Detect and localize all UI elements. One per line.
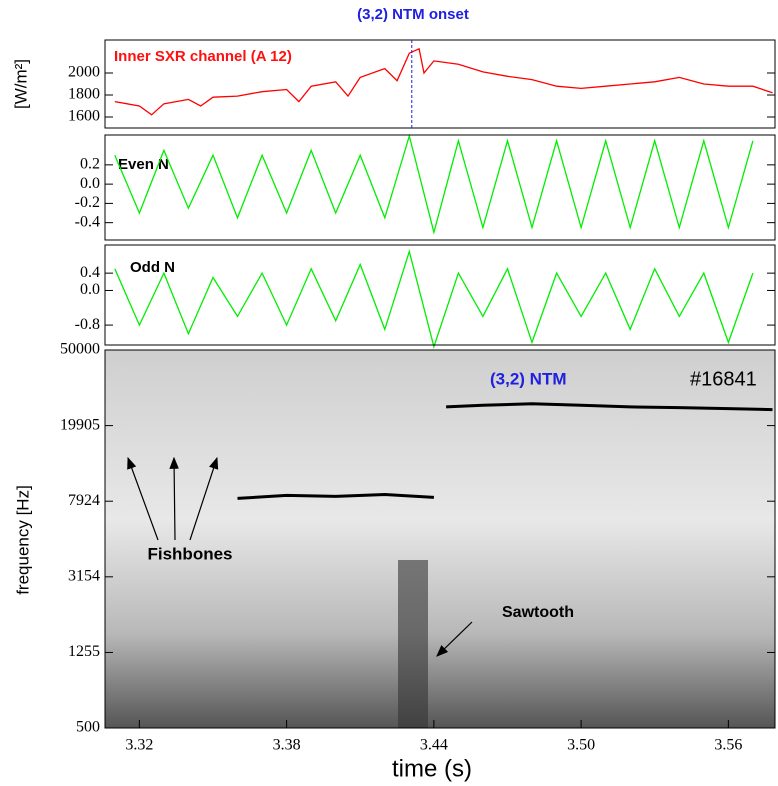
arrow: [189, 456, 219, 541]
y-tick-label: 7924: [68, 492, 100, 509]
panel-frame: [104, 39, 776, 129]
annotation: Inner SXR channel (A 12): [114, 48, 292, 65]
y-tick-label: -0.4: [75, 213, 100, 230]
y-tick-label: 0.0: [80, 175, 100, 192]
y-tick-label: 50000: [60, 341, 100, 358]
y-tick-label: 3154: [68, 567, 100, 584]
mode-trace: [446, 402, 773, 412]
x-tick-label: 3.50: [567, 737, 595, 754]
arrow: [169, 456, 179, 541]
signal-line: [114, 133, 754, 235]
y-tick-label: 1600: [68, 108, 100, 125]
shot-label: #16841: [690, 368, 757, 390]
x-tick-label: 3.44: [420, 737, 448, 754]
x-axis-label: time (s): [392, 755, 472, 782]
signal-line: [114, 249, 754, 349]
spectrogram-background: [105, 350, 775, 728]
y-tick-label: -0.8: [75, 316, 100, 333]
arrow: [127, 456, 159, 541]
y-tick-label: 1255: [68, 643, 100, 660]
mode-trace: [237, 492, 434, 500]
x-tick-label: 3.38: [273, 737, 301, 754]
panel-frame: [104, 349, 776, 729]
arrow: [436, 621, 473, 657]
annotation: Odd N: [130, 259, 175, 276]
y-tick-label: 0.0: [80, 281, 100, 298]
y-tick-label: 2000: [68, 64, 100, 81]
panel-frame: [104, 134, 776, 241]
x-tick-label: 3.32: [125, 737, 153, 754]
onset-title: (3,2) NTM onset: [357, 6, 469, 23]
y-tick-label: 0.4: [80, 264, 100, 281]
y-tick-label: 1800: [68, 86, 100, 103]
x-tick-label: 3.56: [714, 737, 742, 754]
y-axis-label: [W/m²]: [11, 59, 30, 109]
signal-line: [114, 47, 773, 116]
sawtooth-feature: [398, 560, 428, 728]
panel-frame: [104, 244, 776, 346]
y-tick-label: 500: [76, 719, 100, 736]
arrows: [127, 456, 473, 657]
mode-label: (3,2) NTM: [490, 369, 567, 388]
sawtooth-label: Sawtooth: [502, 604, 574, 621]
fishbones-label: Fishbones: [147, 544, 232, 563]
y-tick-label: 0.2: [80, 156, 100, 173]
y-axis-label: frequency [Hz]: [13, 485, 32, 595]
y-tick-label: -0.2: [75, 194, 100, 211]
y-tick-label: 19905: [60, 416, 100, 433]
